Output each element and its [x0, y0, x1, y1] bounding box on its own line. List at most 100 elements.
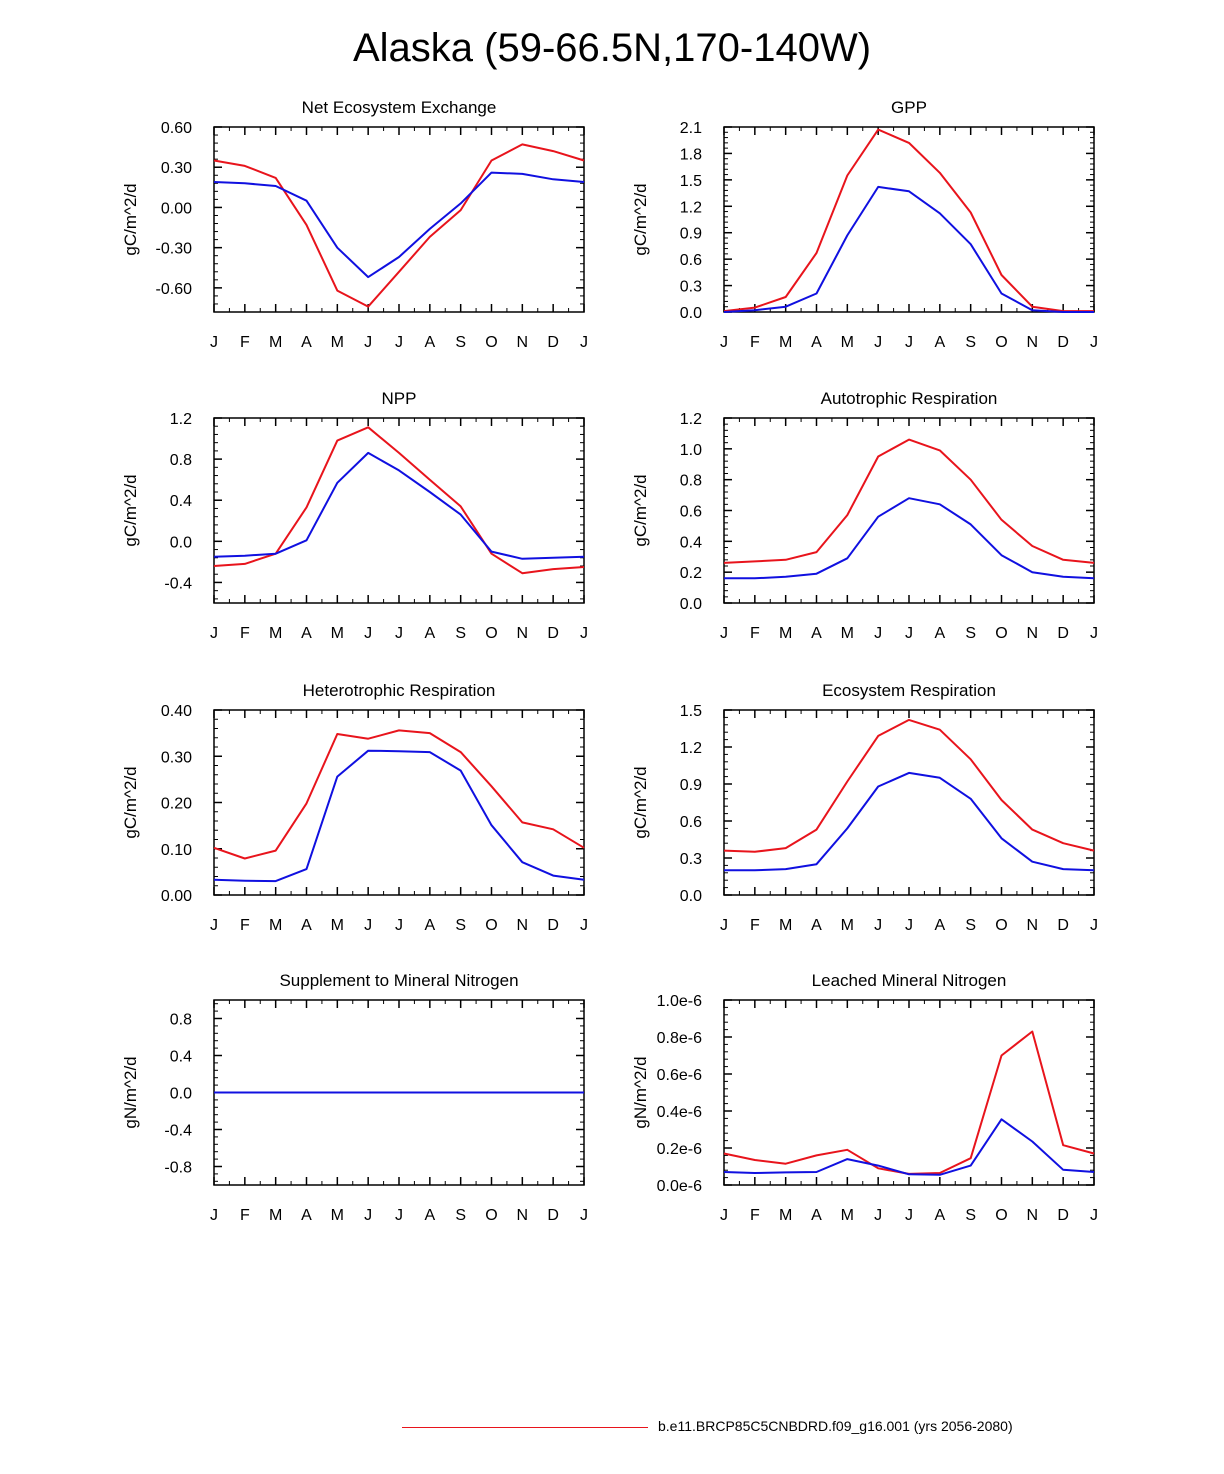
panel-2-xtick-label: J — [364, 625, 372, 642]
panel-3-xtick-label: O — [995, 625, 1007, 642]
panel-4-series-red — [213, 729, 585, 860]
panel-6-ylabel: gN/m^2/d — [121, 1056, 140, 1128]
panel-4-xtick-label: J — [395, 917, 403, 934]
panel-1-xtick-label: J — [1090, 334, 1098, 351]
panel-4-ytick-label: 0.00 — [161, 888, 192, 905]
panel-7-ytick-label: 0.6e-6 — [657, 1067, 702, 1084]
panel-3-ylabel: gC/m^2/d — [631, 474, 650, 546]
panel-7-ytick-label: 1.0e-6 — [657, 993, 702, 1010]
panel-7-ytick-label: 0.2e-6 — [657, 1141, 702, 1158]
panel-3-xtick-label: N — [1027, 625, 1039, 642]
panel-0-xtick-label: S — [455, 334, 466, 351]
panel-3-xtick-label: J — [874, 625, 882, 642]
panel-5-xtick-label: N — [1027, 917, 1039, 934]
panel-4-ytick-label: 0.20 — [161, 796, 192, 813]
panel-6-xtick-label: J — [580, 1207, 588, 1224]
panel-0-ytick-label: 0.00 — [161, 200, 192, 217]
panel-7-xtick-label: F — [750, 1207, 760, 1224]
panel-3-xtick-label: A — [811, 625, 822, 642]
panel-7-xtick-label: J — [720, 1207, 728, 1224]
panel-5-series-blue — [724, 771, 1095, 872]
panel-2-ytick-label: -0.4 — [164, 575, 192, 592]
panel-4-xtick-label: J — [364, 917, 372, 934]
panel-2-xtick-label: M — [331, 625, 344, 642]
panel-5-xtick-label: D — [1057, 917, 1069, 934]
panel-1-xtick-label: J — [874, 334, 882, 351]
panel-4-xtick-label: J — [580, 917, 588, 934]
panel-0-ytick-label: 0.30 — [161, 160, 192, 177]
panel-0-series-blue — [213, 171, 585, 279]
panel-5-ylabel: gC/m^2/d — [631, 766, 650, 838]
panel-2-ytick-label: 0.8 — [170, 452, 192, 469]
panel-1-xtick-label: S — [965, 334, 976, 351]
panel-0-xtick-label: O — [485, 334, 497, 351]
panel-5-ytick-label: 0.0 — [680, 888, 702, 905]
panel-3-xtick-label: D — [1057, 625, 1069, 642]
panel-6-xtick-label: O — [485, 1207, 497, 1224]
panel-1-xtick-label: D — [1057, 334, 1069, 351]
panel-3-ytick-label: 0.8 — [680, 473, 702, 490]
panel-4-title: Heterotrophic Respiration — [303, 681, 496, 700]
panel-2-xtick-label: A — [424, 625, 435, 642]
panel-0-xtick-label: A — [301, 334, 312, 351]
panel-2-xtick-label: J — [580, 625, 588, 642]
panel-2-xtick-label: F — [240, 625, 250, 642]
panel-0-xtick-label: J — [210, 334, 218, 351]
panel-3-title: Autotrophic Respiration — [821, 389, 998, 408]
panel-5-ytick-label: 1.5 — [680, 703, 702, 720]
panel-7-xtick-label: M — [841, 1207, 854, 1224]
panel-5-xtick-label: J — [905, 917, 913, 934]
panel-5-xtick-label: O — [995, 917, 1007, 934]
panel-1-ylabel: gC/m^2/d — [631, 183, 650, 255]
panel-7-xtick-label: D — [1057, 1207, 1069, 1224]
panel-7-title: Leached Mineral Nitrogen — [812, 971, 1007, 990]
panel-7-xtick-label: N — [1027, 1207, 1039, 1224]
panel-2-xtick-label: A — [301, 625, 312, 642]
panel-4-xtick-label: O — [485, 917, 497, 934]
panel-0-ytick-label: 0.60 — [161, 120, 192, 137]
panel-1-xtick-label: M — [779, 334, 792, 351]
panel-1-series-blue — [723, 185, 1094, 313]
panel-0-xtick-label: J — [395, 334, 403, 351]
panel-4-xtick-label: S — [455, 917, 466, 934]
panel-3-xtick-label: M — [841, 625, 854, 642]
panel-3-ytick-label: 1.2 — [680, 411, 702, 428]
panel-6-ytick-label: 0.4 — [170, 1049, 192, 1066]
panel-3-xtick-label: A — [934, 625, 945, 642]
panel-7-xtick-label: J — [1090, 1207, 1098, 1224]
panel-7-xtick-label: J — [874, 1207, 882, 1224]
panel-4-xtick-label: J — [210, 917, 218, 934]
panel-3-xtick-label: J — [720, 625, 728, 642]
panel-7-xtick-label: O — [995, 1207, 1007, 1224]
panel-2-ytick-label: 1.2 — [170, 411, 192, 428]
panel-1-xtick-label: F — [750, 334, 760, 351]
panel-5-xtick-label: M — [779, 917, 792, 934]
panel-3-ytick-label: 0.4 — [680, 534, 702, 551]
panel-5-ytick-label: 0.6 — [680, 814, 702, 831]
panel-3-xtick-label: F — [750, 625, 760, 642]
panel-5-xtick-label: F — [750, 917, 760, 934]
panel-1-frame — [723, 126, 1095, 313]
panel-2-ytick-label: 0.0 — [170, 534, 192, 551]
panel-7-frame — [723, 999, 1095, 1186]
panel-4-xtick-label: F — [240, 917, 250, 934]
panel-4-xtick-label: D — [547, 917, 559, 934]
panel-2-xtick-label: J — [210, 625, 218, 642]
panel-7-ylabel: gN/m^2/d — [631, 1056, 650, 1128]
panel-2-xtick-label: D — [547, 625, 559, 642]
panel-6-xtick-label: J — [395, 1207, 403, 1224]
panel-5-xtick-label: J — [874, 917, 882, 934]
panel-5-title: Ecosystem Respiration — [822, 681, 996, 700]
panel-2-ylabel: gC/m^2/d — [121, 474, 140, 546]
panel-5-xtick-label: A — [934, 917, 945, 934]
panel-2-xtick-label: O — [485, 625, 497, 642]
panel-4-ytick-label: 0.40 — [161, 703, 192, 720]
panel-5-series-red — [723, 718, 1095, 853]
panel-6-ytick-label: 0.0 — [170, 1086, 192, 1103]
panel-3-ytick-label: 0.0 — [680, 596, 702, 613]
panel-1-ytick-label: 1.8 — [680, 146, 702, 163]
panel-4-frame — [213, 709, 585, 896]
panel-2-ytick-label: 0.4 — [170, 493, 192, 510]
panel-6-xtick-label: N — [517, 1207, 529, 1224]
panel-6-ytick-label: -0.4 — [164, 1123, 192, 1140]
